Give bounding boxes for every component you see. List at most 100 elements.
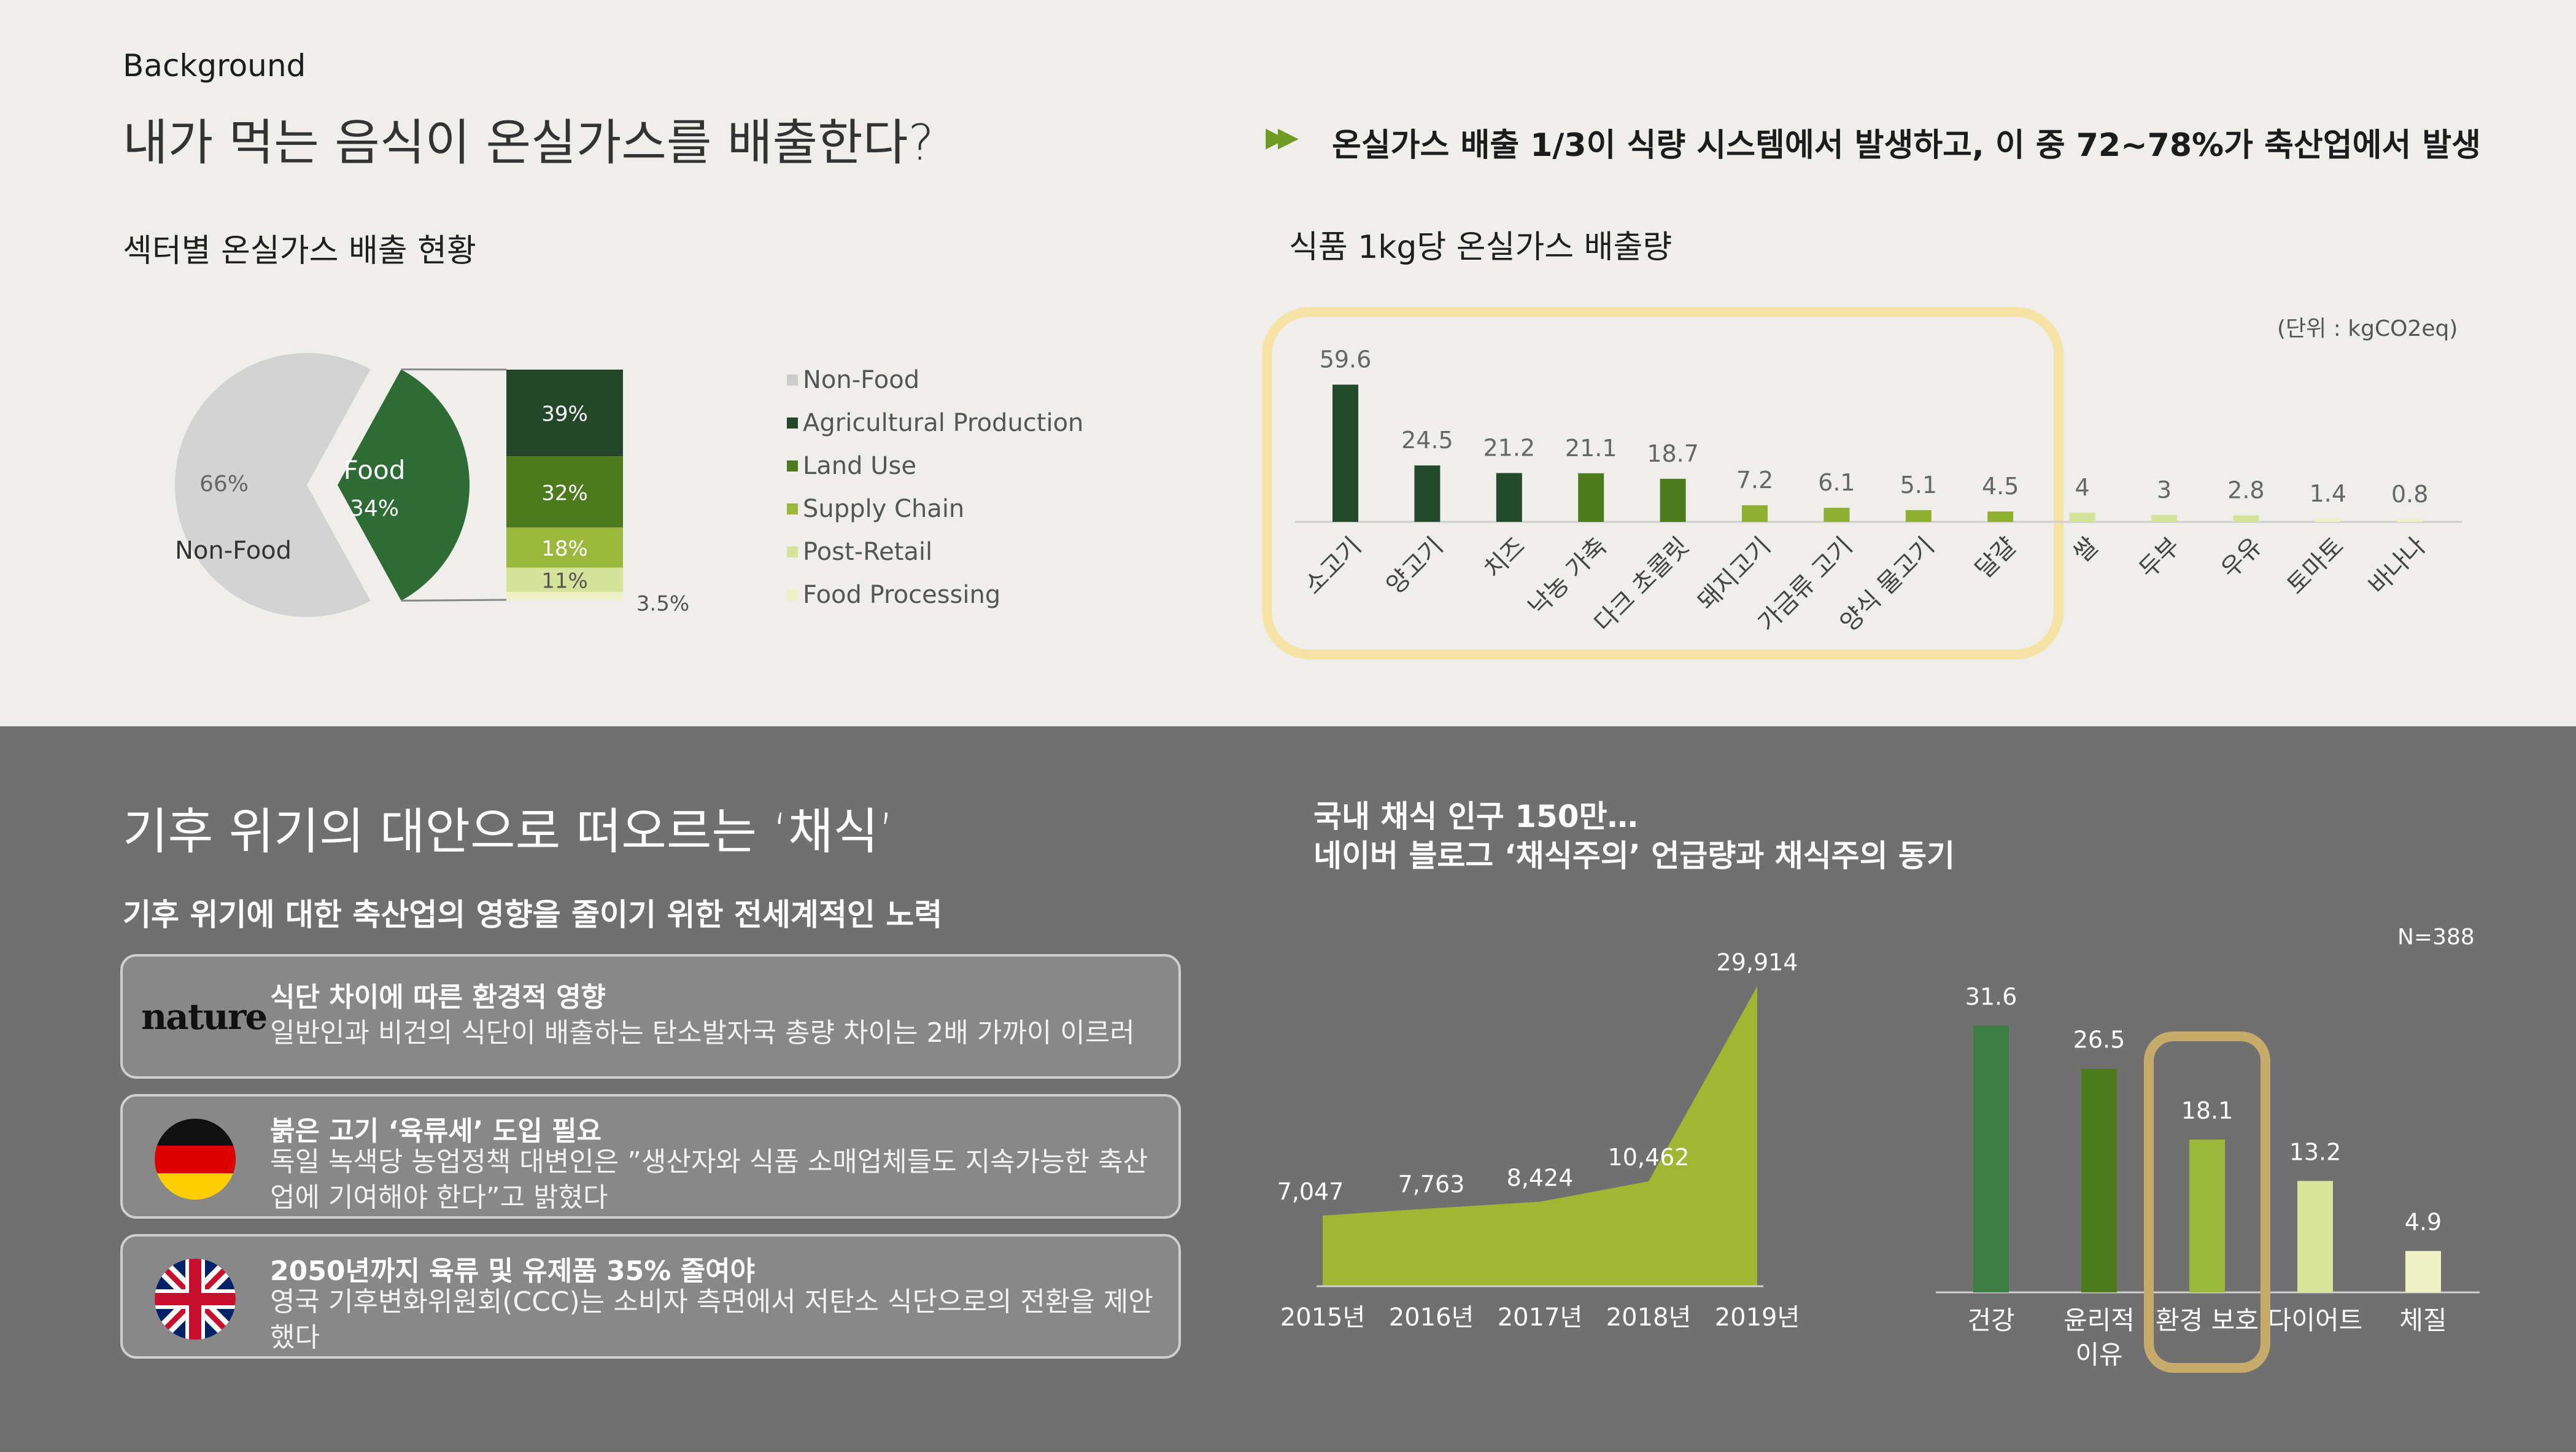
bar	[1973, 1025, 2009, 1292]
nature-logo: nature	[141, 996, 268, 1038]
headline: 온실가스 배출 1/3이 식량 시스템에서 발생하고, 이 중 72~78%가 …	[1332, 127, 2481, 164]
breakdown-label: 39%	[541, 402, 588, 427]
bar	[1578, 473, 1604, 522]
bar	[1987, 511, 2014, 522]
bar-value-label: 31.6	[1965, 984, 2017, 1011]
bar-value-label: 5.1	[1900, 472, 1937, 499]
category-label: 우유	[2216, 532, 2268, 584]
unit-label: (단위 : kgCO2eq)	[2277, 316, 2458, 341]
bar-subtitle: 식품 1kg당 온실가스 배출량	[1289, 229, 1673, 266]
legend-swatch	[787, 460, 798, 472]
bar	[2405, 1251, 2441, 1292]
category-label: 쌀	[2068, 532, 2104, 569]
category-label: 소고기	[1299, 532, 1367, 600]
section-label: Background	[123, 48, 306, 83]
pie-slice-food	[338, 369, 470, 601]
breakdown-label: 18%	[541, 537, 588, 561]
breakdown-label: 3.5%	[636, 592, 689, 616]
category-label: 달걀	[1970, 532, 2022, 584]
bar	[1496, 473, 1522, 522]
x-tick-label: 2019년	[1715, 1303, 1800, 1332]
breakdown-segment	[506, 456, 623, 528]
bar	[1905, 510, 1932, 522]
bar	[2397, 519, 2423, 522]
area-value-label: 10,462	[1608, 1144, 1690, 1171]
top-section	[0, 0, 2576, 726]
bar-value-label: 6.1	[1818, 469, 1855, 496]
category-label: 토마토	[2281, 532, 2350, 600]
bar-value-label: 26.5	[2073, 1027, 2125, 1054]
pie-subtitle: 섹터별 온실가스 배출 현황	[123, 233, 476, 270]
legend-item: Food Processing	[787, 573, 1083, 616]
pie-label-non-food: Non-Food	[175, 537, 292, 565]
legend-swatch	[787, 589, 798, 600]
category-label: 돼지고기	[1692, 532, 1776, 616]
bar-value-label: 21.2	[1483, 435, 1535, 462]
breakdown-segment	[506, 567, 623, 592]
bar-value-label: 4.9	[2405, 1209, 2442, 1236]
bar	[1824, 508, 1850, 522]
bar	[1660, 478, 1686, 522]
legend-label: Post-Retail	[803, 538, 933, 566]
bar-value-label: 21.1	[1565, 435, 1617, 462]
category-label: 다이어트	[2268, 1305, 2363, 1335]
pie-label-food-value: 34%	[350, 496, 399, 521]
pie-label-non-food-value: 66%	[199, 472, 249, 497]
bar-value-label: 2.8	[2227, 477, 2264, 504]
category-label: 두부	[2133, 532, 2186, 584]
card-body: 일반인과 비건의 식단이 배출하는 탄소발자국 총량 차이는 2배 가까이 이르…	[270, 1017, 1135, 1049]
card-body: 영국 기후변화위원회(CCC)는 소비자 측면에서 저탄소 식단으로의 전환을 …	[270, 1286, 1153, 1353]
bar-value-label: 0.8	[2391, 481, 2428, 508]
bar-value-label: 7.2	[1736, 467, 1773, 494]
bar	[2151, 514, 2177, 522]
uk-flag-icon	[155, 1259, 236, 1340]
bar-value-label: 4.5	[1982, 473, 2019, 500]
category-label: 환경 보호	[2156, 1305, 2259, 1335]
category-label: 양고기	[1381, 532, 1449, 600]
legend-swatch	[787, 503, 798, 514]
pie-label-food: Food	[344, 455, 406, 485]
bar-value-label: 1.4	[2310, 480, 2346, 507]
legend-label: Agricultural Production	[803, 409, 1084, 437]
breakdown-segment	[506, 370, 623, 457]
bar-value-label: 13.2	[2289, 1139, 2342, 1166]
category-label: 이유	[2075, 1340, 2122, 1370]
bar-value-label: 4	[2075, 474, 2090, 501]
germany-flag-icon	[155, 1119, 236, 1200]
bar	[2233, 515, 2259, 522]
legend-item: Land Use	[787, 445, 1083, 487]
page-title: 내가 먹는 음식이 온실가스를 배출한다?	[123, 114, 934, 171]
breakdown-label: 32%	[541, 481, 588, 505]
card-uk: 2050년까지 육류 및 유제품 35% 줄여야 영국 기후변화위원회(CCC)…	[120, 1234, 1181, 1359]
legend-item: Non-Food	[787, 359, 1083, 402]
area-fill	[1323, 986, 1757, 1286]
bar-value-label: 3	[2157, 476, 2172, 503]
x-tick-label: 2018년	[1606, 1303, 1692, 1332]
bar	[1332, 384, 1358, 522]
area-value-label: 29,914	[1717, 949, 1798, 976]
area-value-label: 8,424	[1507, 1164, 1574, 1191]
bar	[2189, 1139, 2225, 1292]
highlight-box	[2144, 1031, 2270, 1373]
category-label: 체질	[2399, 1305, 2446, 1335]
breakdown-segment	[506, 592, 623, 600]
bar-value-label: 18.1	[2181, 1097, 2234, 1124]
breakdown-label: 11%	[541, 569, 588, 593]
category-label: 윤리적	[2064, 1305, 2135, 1335]
card-title: 식단 차이에 따른 환경적 영향	[270, 982, 606, 1013]
legend-item: Post-Retail	[787, 530, 1083, 573]
bottom-subtitle: 기후 위기에 대한 축산업의 영향을 줄이기 위한 전세계적인 노력	[123, 897, 943, 933]
card-body: 독일 녹색당 농업정책 대변인은 ”생산자와 식품 소매업체들도 지속가능한 축…	[270, 1146, 1148, 1213]
bar	[2069, 513, 2095, 522]
legend-label: Food Processing	[803, 581, 1001, 609]
x-tick-label: 2016년	[1389, 1303, 1474, 1332]
bar	[1742, 505, 1768, 522]
area-value-label: 7,763	[1398, 1171, 1465, 1198]
legend-label: Supply Chain	[803, 495, 965, 523]
pie-legend: Non-Food Agricultural Production Land Use S…	[787, 359, 1083, 616]
legend-swatch	[787, 375, 798, 386]
pie-slice-non-food	[175, 353, 371, 617]
card-title: 붉은 고기 ‘육류세’ 도입 필요	[270, 1116, 601, 1147]
